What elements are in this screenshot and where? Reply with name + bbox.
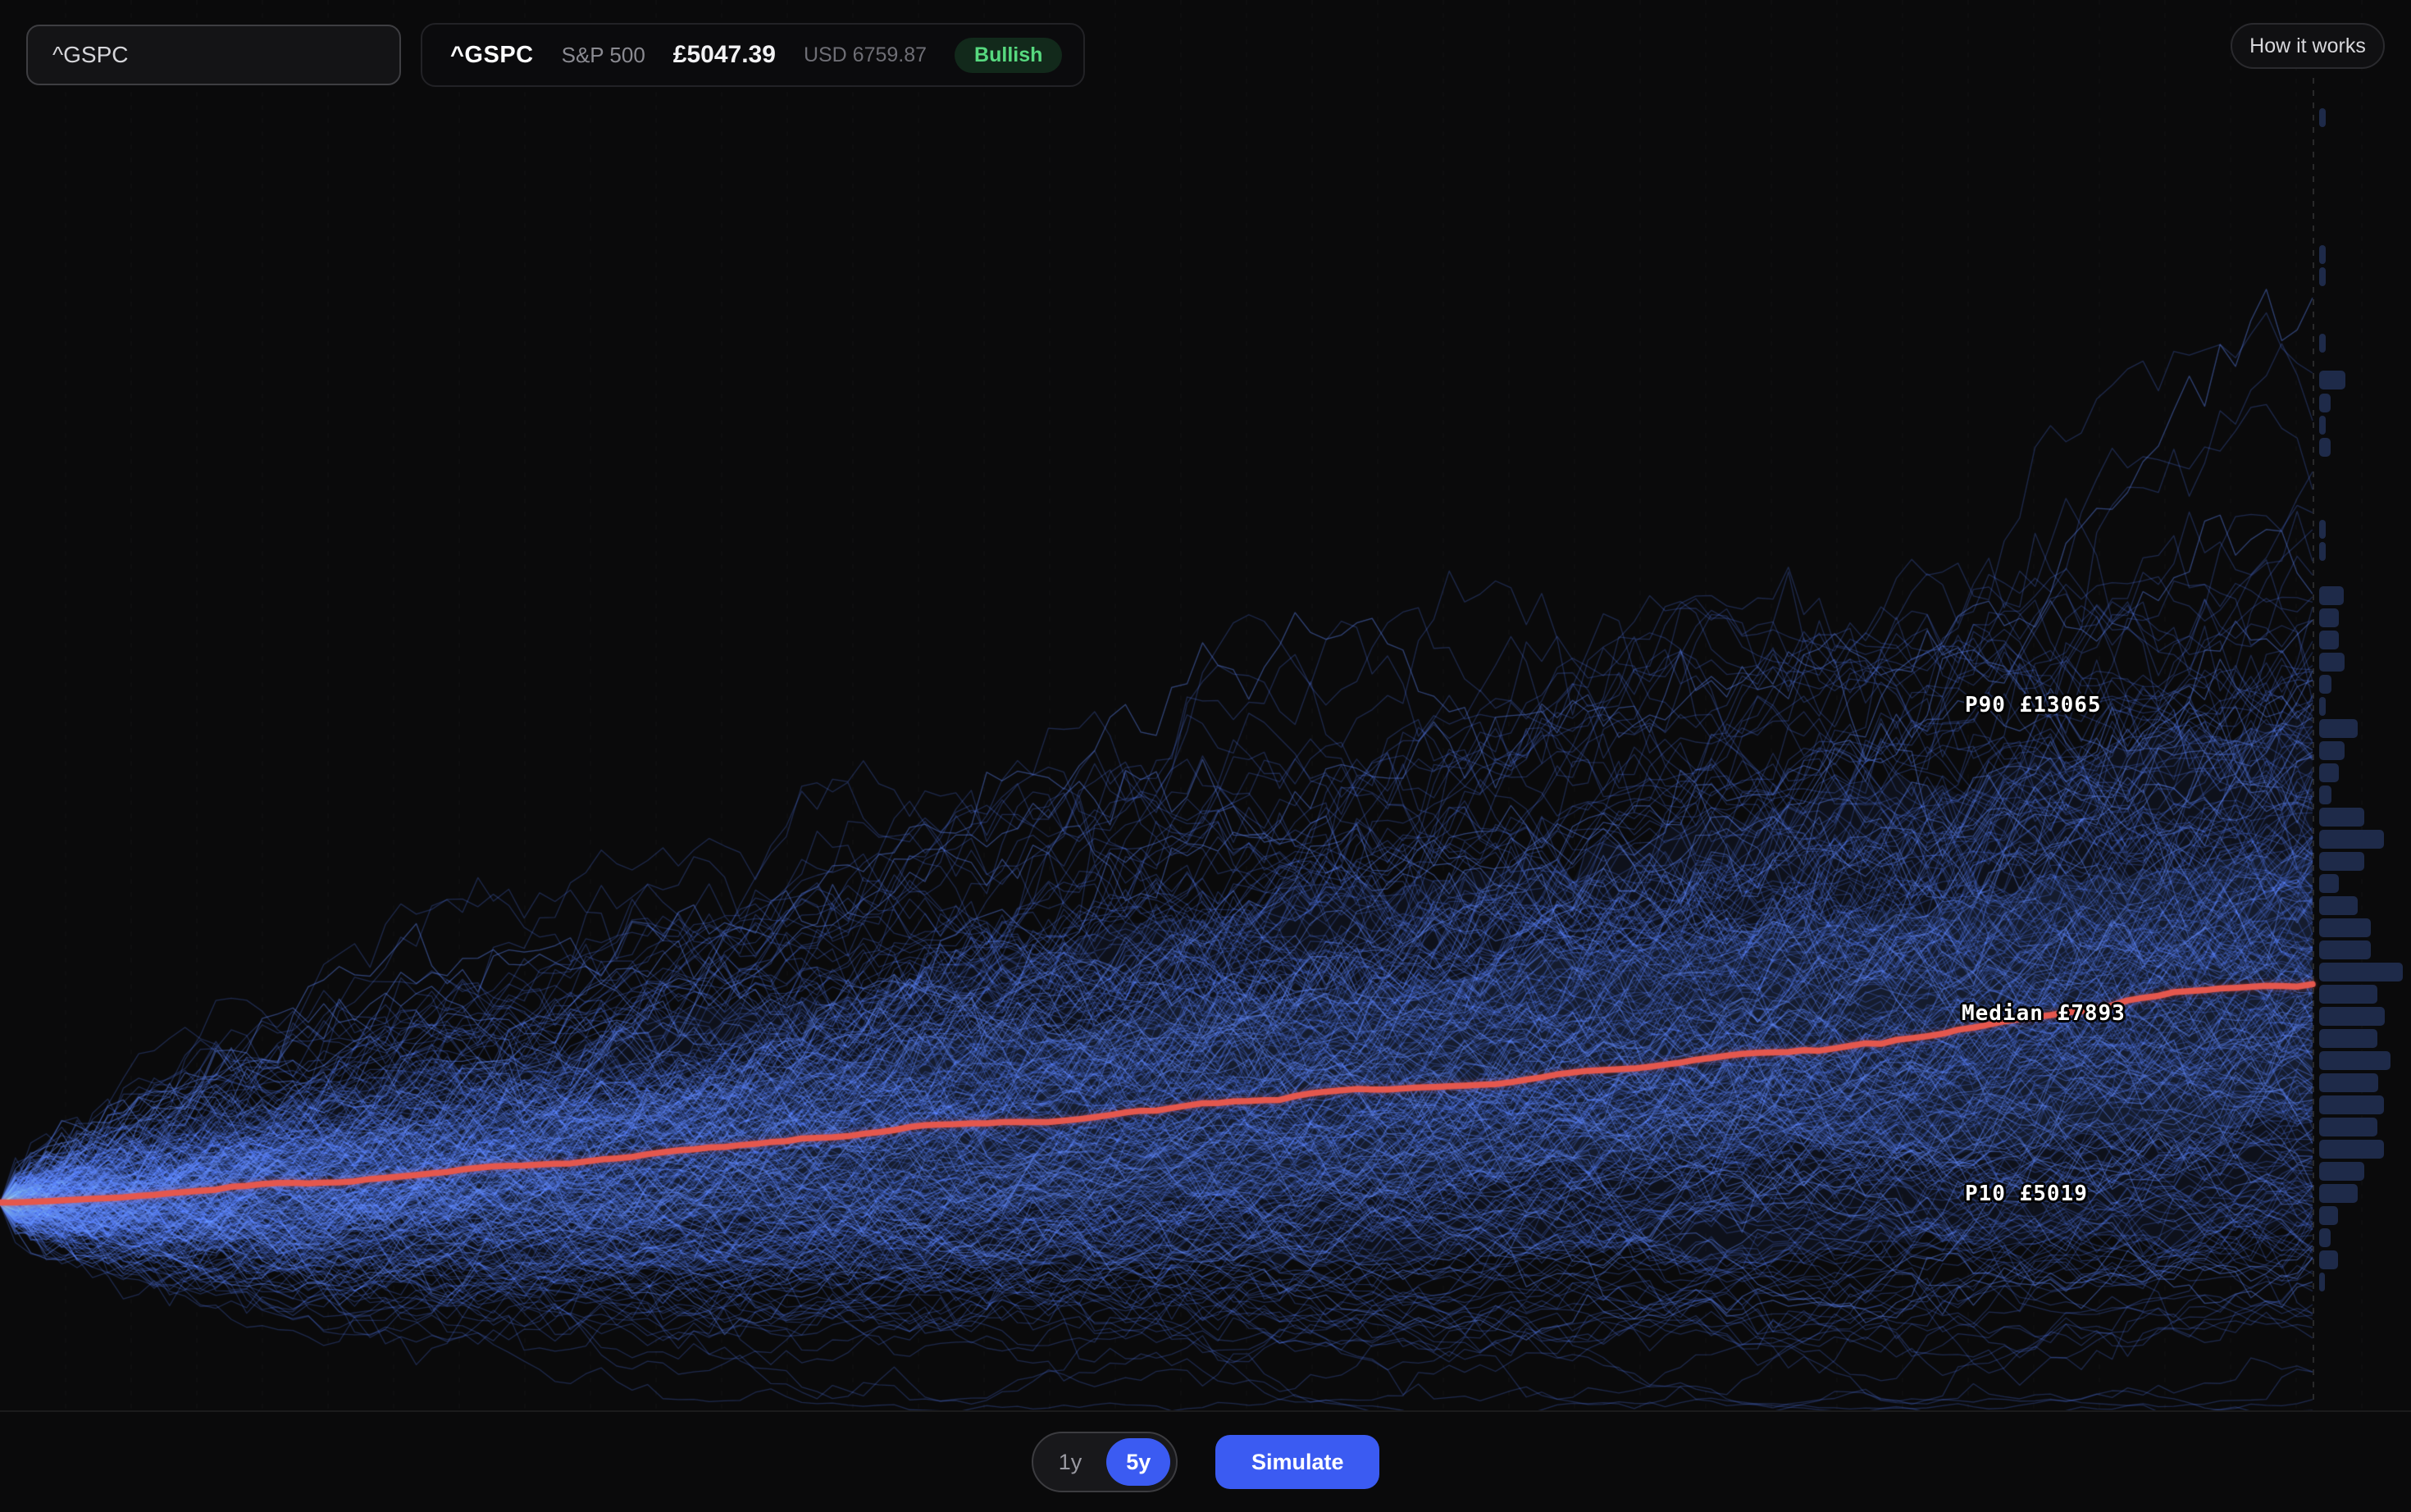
header: ^GSPC S&P 500 £5047.39 USD 6759.87 Bulli… (0, 0, 2411, 115)
histogram-bar (2319, 542, 2326, 561)
histogram-bar (2319, 371, 2345, 389)
ticker-symbol: ^GSPC (450, 41, 534, 68)
histogram-bar (2319, 394, 2331, 412)
histogram-bar (2319, 852, 2364, 871)
ticker-info-chip: ^GSPC S&P 500 £5047.39 USD 6759.87 Bulli… (421, 23, 1086, 87)
histogram-bar (2319, 985, 2377, 1004)
ticker-search-input[interactable] (26, 25, 401, 85)
histogram-bar (2319, 1162, 2364, 1181)
histogram-bar (2319, 416, 2326, 435)
histogram-bar (2319, 608, 2339, 627)
histogram-bar (2319, 1273, 2325, 1291)
histogram-bar (2319, 586, 2344, 605)
final-value-axis-line (2313, 78, 2314, 1405)
histogram-bar (2319, 1051, 2390, 1070)
histogram-bar (2319, 1118, 2377, 1136)
histogram-bar (2319, 719, 2358, 738)
median-label: Median £7893 (1962, 1001, 2126, 1026)
histogram-bar (2319, 1206, 2338, 1225)
simulation-fan-chart (0, 0, 2411, 1410)
histogram-bar (2319, 808, 2364, 827)
histogram-bar (2319, 1228, 2331, 1247)
histogram-bar (2319, 963, 2403, 981)
histogram-bar (2319, 763, 2339, 782)
footer: 1y 5y Simulate (0, 1410, 2411, 1512)
histogram-bar (2319, 1029, 2377, 1048)
histogram-bar (2319, 940, 2371, 959)
histogram-bar (2319, 1073, 2378, 1092)
histogram-bar (2319, 245, 2326, 264)
histogram-bar (2319, 1250, 2338, 1269)
histogram-bar (2319, 438, 2331, 457)
histogram-bar (2319, 1140, 2384, 1159)
range-1y-button[interactable]: 1y (1039, 1438, 1102, 1486)
histogram-bar (2319, 675, 2331, 694)
simulate-button[interactable]: Simulate (1215, 1435, 1380, 1489)
range-toggle: 1y 5y (1031, 1432, 1178, 1492)
histogram-bar (2319, 1007, 2385, 1026)
histogram-bar (2319, 108, 2326, 127)
sentiment-badge: Bullish (955, 37, 1063, 73)
histogram-bar (2319, 896, 2358, 915)
histogram-bar (2319, 697, 2326, 716)
p90-label: P90 £13065 (1965, 693, 2102, 717)
histogram-bar (2319, 334, 2326, 353)
histogram-bar (2319, 520, 2326, 539)
histogram-bar (2319, 741, 2345, 760)
how-it-works-button[interactable]: How it works (2231, 23, 2385, 69)
histogram-bar (2319, 1184, 2358, 1203)
histogram-bar (2319, 786, 2331, 804)
p10-label: P10 £5019 (1965, 1182, 2088, 1206)
histogram-bar (2319, 918, 2371, 937)
histogram-bar (2319, 874, 2339, 893)
ticker-name: S&P 500 (561, 42, 645, 67)
histogram-bar (2319, 830, 2384, 849)
histogram-bar (2319, 267, 2326, 286)
ticker-price-usd: USD 6759.87 (803, 43, 927, 66)
histogram-bar (2319, 631, 2339, 649)
range-5y-button[interactable]: 5y (1106, 1438, 1171, 1486)
ticker-price-gbp: £5047.39 (672, 41, 776, 68)
histogram-bar (2319, 653, 2345, 672)
histogram-bar (2319, 1095, 2384, 1114)
